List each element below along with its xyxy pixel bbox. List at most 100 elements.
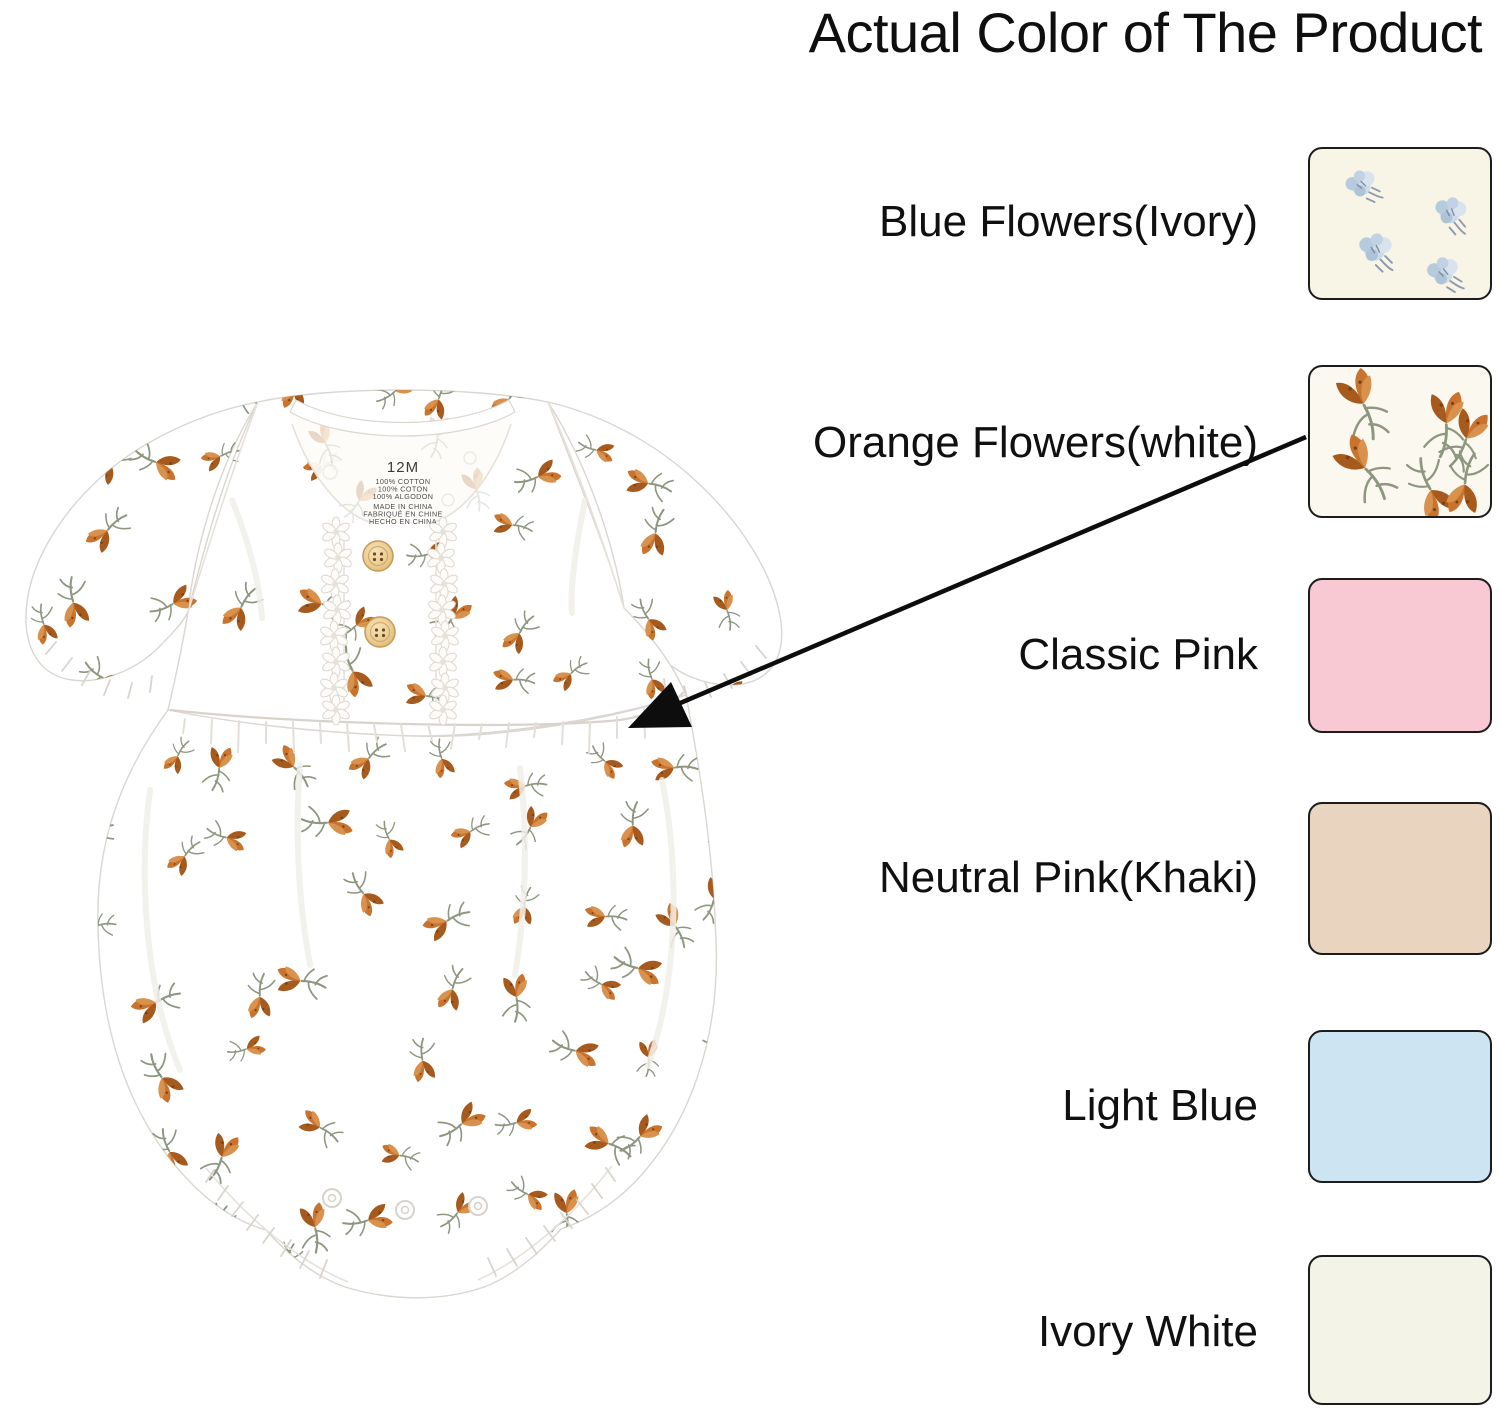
left-cuff-ribs bbox=[45, 641, 153, 699]
back-dots bbox=[322, 451, 477, 507]
flower-motif bbox=[432, 1188, 483, 1238]
flower-motif bbox=[784, 604, 820, 662]
flower-motif bbox=[546, 1027, 605, 1074]
flower-motif bbox=[607, 944, 668, 993]
flower-motif bbox=[425, 591, 479, 646]
flower-motif bbox=[582, 1247, 636, 1298]
flower-motif bbox=[25, 462, 62, 490]
flower-motif bbox=[401, 677, 452, 715]
flower-motif bbox=[702, 1267, 760, 1298]
flower-motif bbox=[490, 664, 537, 695]
flower-motif bbox=[145, 582, 201, 626]
swatch-label-neutral-pink: Neutral Pink(Khaki) bbox=[878, 853, 1258, 902]
left-leg-ribs bbox=[205, 1169, 328, 1279]
flower-motif bbox=[216, 1268, 262, 1298]
flower-motif bbox=[300, 448, 345, 483]
flower-motif bbox=[615, 799, 650, 851]
right-leg-elastic bbox=[477, 1165, 613, 1281]
flower-motif bbox=[417, 390, 460, 424]
flower-motif bbox=[507, 883, 541, 929]
flower-motif bbox=[69, 1051, 122, 1094]
wooden-button-bottom bbox=[364, 616, 396, 648]
tag-material-1: 100% COTTON bbox=[376, 477, 431, 486]
fabric-creases bbox=[141, 497, 677, 1073]
flower-motif bbox=[652, 898, 698, 954]
flower-motif bbox=[496, 607, 544, 659]
flower-motif bbox=[550, 1186, 584, 1241]
flower-motif bbox=[225, 1034, 268, 1064]
flower-motif bbox=[774, 742, 782, 783]
flower-motif bbox=[330, 603, 381, 648]
flower-motif bbox=[25, 521, 44, 580]
swatch-classic-pink bbox=[1308, 578, 1492, 733]
flower-motif bbox=[195, 1200, 239, 1256]
flower-motif bbox=[268, 1239, 306, 1289]
flower-motif bbox=[56, 1270, 110, 1298]
flower-motif bbox=[25, 657, 45, 713]
flower-motif bbox=[298, 1200, 332, 1255]
flower-motif bbox=[198, 439, 243, 474]
flower-motif bbox=[120, 670, 166, 728]
flower-motif bbox=[44, 1194, 100, 1251]
flower-motif bbox=[25, 390, 34, 437]
flower-motif bbox=[639, 390, 680, 402]
flower-motif bbox=[377, 1138, 423, 1173]
flower-motif bbox=[582, 901, 629, 932]
inside-back-panel bbox=[290, 404, 513, 523]
flower-motif bbox=[272, 960, 330, 1002]
swatch-orange-flowers bbox=[1308, 365, 1492, 518]
lace-trim-left bbox=[318, 516, 354, 726]
romper-bubble-bottom bbox=[97, 694, 718, 1299]
flower-motif bbox=[294, 1103, 347, 1152]
tag-material-3: 100% ALGODON bbox=[373, 492, 434, 501]
flower-motif bbox=[340, 1201, 395, 1239]
neck-area: 12M 100% COTTON 100% COTON 100% ALGODON … bbox=[289, 399, 516, 527]
romper-right-sleeve bbox=[546, 400, 783, 686]
flower-motif bbox=[650, 753, 699, 783]
flower-motif bbox=[275, 390, 313, 413]
swatch-label-ivory-white: Ivory White bbox=[1037, 1307, 1258, 1356]
flower-motif bbox=[292, 581, 353, 627]
flower-motif bbox=[447, 812, 495, 851]
flower-motif bbox=[691, 391, 742, 434]
flower-motif bbox=[634, 504, 677, 561]
flower-motif bbox=[506, 801, 554, 854]
swatch-light-blue bbox=[1308, 1030, 1492, 1183]
flower-motif bbox=[788, 1261, 820, 1309]
care-tag: 12M 100% COTTON 100% COTON 100% ALGODON … bbox=[363, 459, 442, 526]
flower-motif bbox=[158, 734, 198, 778]
flower-motif bbox=[208, 390, 263, 417]
flower-motif bbox=[627, 593, 670, 645]
flower-motif bbox=[753, 838, 782, 873]
left-armhole-seam bbox=[187, 401, 259, 613]
flower-motif bbox=[502, 771, 549, 801]
flower-motif bbox=[583, 738, 627, 784]
orange-flowers-pattern bbox=[1327, 367, 1490, 516]
wooden-button-top bbox=[362, 540, 394, 572]
flower-motif bbox=[635, 1037, 662, 1079]
flower-motif bbox=[25, 1262, 53, 1298]
flower-motif bbox=[52, 759, 96, 789]
flower-motif bbox=[79, 503, 136, 557]
flower-motif bbox=[691, 872, 737, 927]
flower-motif bbox=[704, 821, 742, 873]
neckband bbox=[289, 399, 516, 437]
flower-motif bbox=[718, 457, 758, 505]
flower-motif bbox=[611, 1110, 668, 1163]
tag-origin-1: MADE IN CHINA bbox=[373, 502, 433, 511]
flower-motif bbox=[548, 653, 594, 695]
flower-motif bbox=[372, 817, 406, 861]
placket bbox=[318, 516, 461, 726]
flower-motif bbox=[788, 1023, 820, 1075]
lace-trim-right bbox=[425, 516, 461, 726]
flower-motif bbox=[242, 970, 277, 1022]
flower-motif bbox=[25, 1182, 75, 1237]
flower-motif bbox=[339, 866, 388, 921]
flower-motif bbox=[200, 742, 239, 795]
arrow-head bbox=[628, 682, 692, 728]
flower-motif bbox=[711, 588, 743, 633]
right-leg-ribs bbox=[487, 1167, 616, 1277]
flower-motif bbox=[61, 810, 120, 860]
flower-motif bbox=[25, 1022, 68, 1077]
